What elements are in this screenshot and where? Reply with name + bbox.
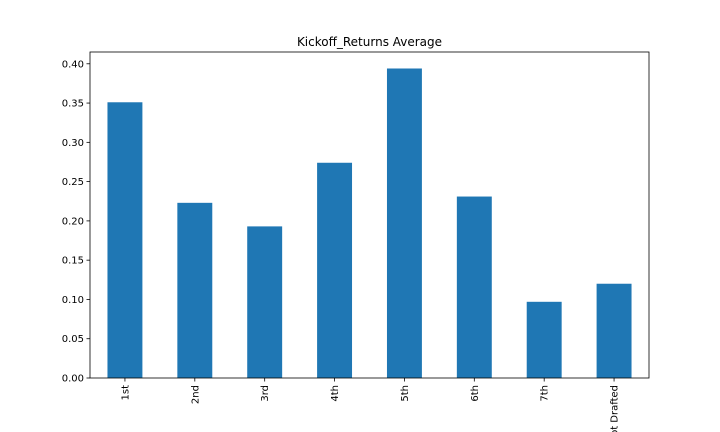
- y-tick-label: 0.40: [62, 59, 84, 70]
- bar-6th: [456, 196, 492, 378]
- bar-3rd: [247, 226, 283, 378]
- y-tick-label: 0.30: [62, 138, 84, 149]
- x-tick-label: 6th: [470, 385, 481, 402]
- x-tick-label: 4th: [330, 385, 341, 402]
- y-tick-label: 0.10: [62, 295, 84, 306]
- y-tick-label: 0.35: [62, 99, 84, 110]
- bar-7th: [526, 301, 562, 378]
- bar-4th: [317, 162, 353, 378]
- x-tick-label: 3rd: [260, 385, 271, 402]
- y-tick-label: 0.20: [62, 216, 84, 227]
- y-tick-label: 0.05: [62, 334, 84, 345]
- y-tick-label: 0.15: [62, 256, 84, 267]
- bar-not-drafted: [596, 283, 632, 378]
- bars: [107, 68, 632, 379]
- bar-5th: [386, 68, 422, 378]
- bar-1st: [107, 102, 143, 379]
- bar-2nd: [177, 202, 213, 378]
- x-tick-label: 5th: [400, 385, 411, 402]
- x-tick-label: Not Drafted: [610, 385, 621, 432]
- plot-frame: [89, 51, 650, 379]
- y-tick-label: 0.25: [62, 177, 84, 188]
- chart-title: Kickoff_Returns Average: [297, 35, 442, 49]
- x-tick-label: 7th: [540, 385, 551, 402]
- x-tick-label: 2nd: [190, 385, 201, 404]
- y-tick-label: 0.00: [62, 374, 84, 385]
- x-tick-label: 1st: [120, 385, 131, 401]
- x-axis: 1st 2nd 3rd 4th 5th 6th 7th Not Drafted: [120, 378, 621, 432]
- y-axis: 0.00 0.05 0.10 0.15 0.20 0.25 0.30 0.35 0.40: [62, 59, 90, 385]
